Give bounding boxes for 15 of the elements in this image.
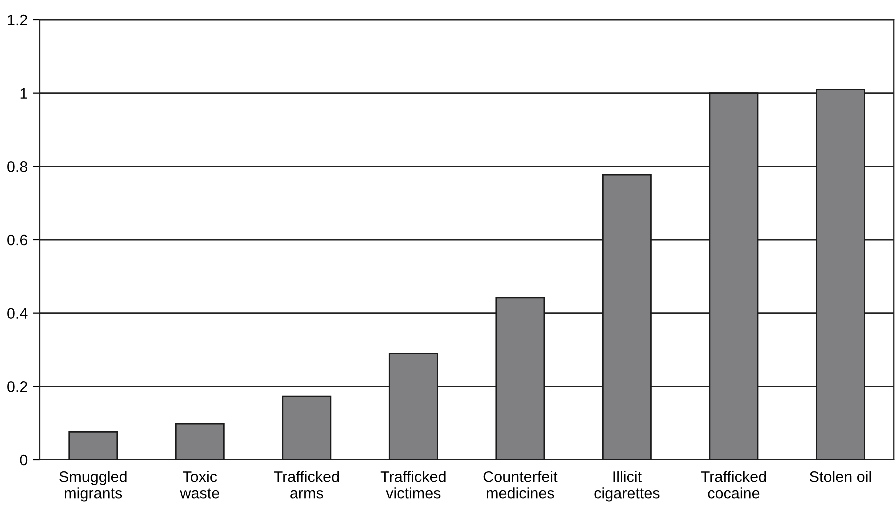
x-tick-label: Trafficked cocaine [701,471,766,499]
x-tick-label: Stolen oil [810,471,872,482]
y-tick-label: 1 [20,88,28,99]
x-tick-label: Smuggled migrants [60,471,127,502]
y-tick-label: 0.4 [8,308,28,320]
y-tick-label: 0.2 [8,382,28,392]
y-tick-label: 0 [20,454,28,466]
y-tick-label: 0.8 [8,162,28,172]
y-tick-label: 0.6 [8,234,28,246]
x-tick-label: Toxic waste [180,471,220,499]
x-tick-label: Trafficked victimes [380,471,446,499]
x-tick-label: Counterfeit medicines [484,471,558,499]
y-tick-label: 1.2 [8,14,28,26]
x-tick-label: Illicit cigarettes [594,471,660,502]
x-tick-label: Trafficked arms [274,471,340,499]
